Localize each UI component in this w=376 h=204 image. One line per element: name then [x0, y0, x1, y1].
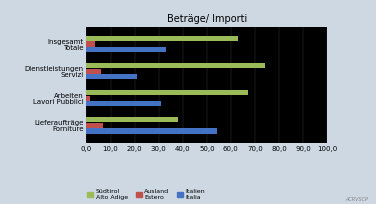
Bar — [86, 101, 161, 106]
Bar — [86, 36, 238, 41]
Bar — [86, 74, 137, 79]
Bar — [86, 128, 217, 133]
Text: 54,3: 54,3 — [219, 134, 236, 143]
Bar — [86, 117, 178, 122]
Text: ACRVSCP: ACRVSCP — [346, 197, 368, 202]
Bar — [86, 90, 248, 95]
Legend: Südtirol
Alto Adige, Ausland
Estero, Italien
Italia: Südtirol Alto Adige, Ausland Estero, Ita… — [87, 189, 205, 200]
Bar — [86, 47, 166, 52]
Title: Beträge/ Importi: Beträge/ Importi — [167, 14, 247, 24]
Bar — [86, 41, 95, 47]
Bar — [86, 63, 265, 68]
Text: 74,3: 74,3 — [267, 53, 284, 62]
Bar — [86, 95, 90, 101]
Bar — [86, 69, 101, 74]
Bar — [86, 123, 103, 128]
